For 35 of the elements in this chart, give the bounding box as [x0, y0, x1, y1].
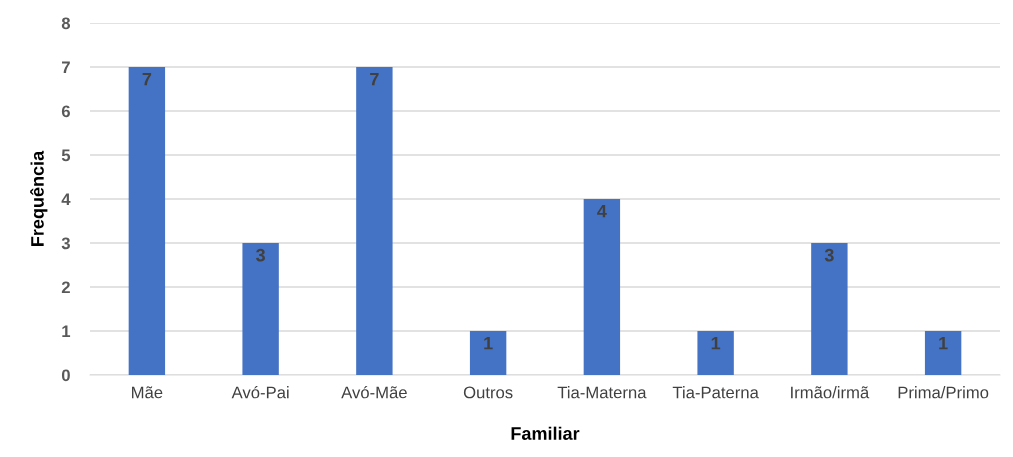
data-label: 3	[824, 248, 834, 262]
data-label: 1	[711, 336, 721, 350]
y-tick-label: 4	[61, 193, 71, 206]
y-tick-label: 7	[62, 61, 70, 74]
y-tick-label: 0	[61, 369, 70, 382]
x-axis-title: Familiar	[511, 426, 580, 440]
x-tick-label: Avó-Mãe	[341, 385, 407, 399]
y-tick-label: 2	[61, 281, 70, 294]
x-tick-label: Prima/Primo	[898, 386, 989, 399]
data-label: 4	[597, 204, 607, 218]
bar	[128, 67, 166, 375]
bar	[583, 199, 621, 375]
bar	[697, 331, 734, 375]
x-tick-label: Mãe	[132, 386, 163, 399]
y-tick-label: 5	[61, 149, 71, 162]
x-tick-label: Tia-Materna	[557, 386, 647, 399]
data-label: 1	[939, 336, 948, 350]
y-tick-label: 1	[62, 325, 71, 338]
bar	[242, 243, 279, 375]
y-tick-label: 6	[61, 105, 70, 118]
bar	[811, 243, 848, 375]
y-tick-label: 8	[61, 17, 71, 30]
bar	[924, 331, 962, 375]
bar	[356, 67, 393, 375]
bar	[469, 331, 507, 375]
data-label: 1	[484, 336, 493, 350]
data-label: 7	[370, 72, 379, 86]
data-label: 7	[142, 72, 152, 86]
x-tick-label: Tia-Paterna	[672, 386, 759, 399]
y-axis-title: Frequência	[30, 150, 48, 246]
x-tick-label: Outros	[463, 386, 513, 399]
x-tick-label: Irmão/irmã	[791, 386, 870, 399]
y-tick-label: 3	[61, 237, 70, 250]
x-tick-label: Avó-Pai	[231, 385, 289, 399]
data-label: 3	[256, 248, 265, 262]
